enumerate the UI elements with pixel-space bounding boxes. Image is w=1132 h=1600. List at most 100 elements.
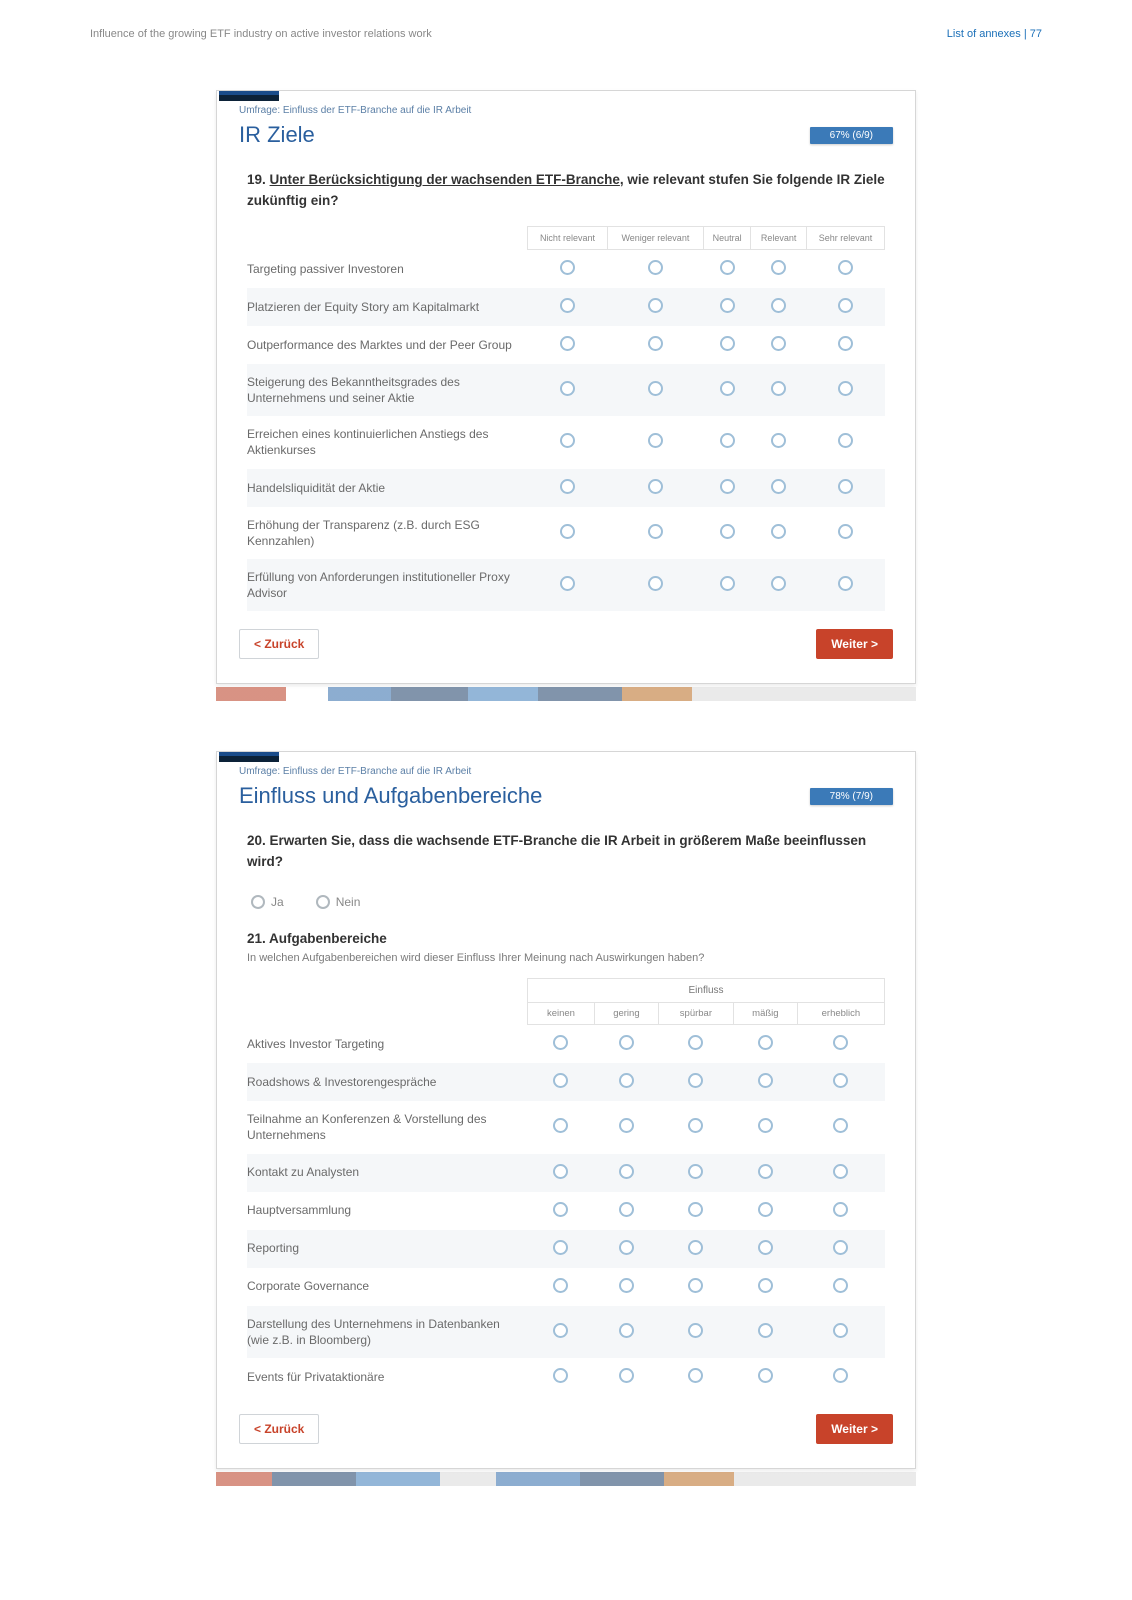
radio-cell[interactable] [797, 1063, 884, 1101]
radio-cell[interactable] [703, 469, 750, 507]
radio-cell[interactable] [806, 326, 884, 364]
radio-cell[interactable] [594, 1268, 658, 1306]
radio-cell[interactable] [733, 1268, 797, 1306]
radio-cell[interactable] [594, 1101, 658, 1153]
survey1-back-button[interactable]: < Zurück [239, 629, 319, 659]
radio-cell[interactable] [733, 1025, 797, 1064]
q21-title: 21. Aufgabenbereiche [247, 931, 885, 946]
radio-cell[interactable] [528, 249, 608, 288]
radio-cell[interactable] [594, 1192, 658, 1230]
radio-cell[interactable] [733, 1358, 797, 1396]
radio-cell[interactable] [607, 559, 703, 611]
radio-icon [838, 524, 853, 539]
radio-cell[interactable] [607, 326, 703, 364]
radio-cell[interactable] [528, 1230, 595, 1268]
radio-cell[interactable] [658, 1230, 733, 1268]
radio-cell[interactable] [733, 1154, 797, 1192]
radio-cell[interactable] [658, 1025, 733, 1064]
radio-cell[interactable] [658, 1306, 733, 1358]
radio-cell[interactable] [528, 288, 608, 326]
radio-cell[interactable] [733, 1063, 797, 1101]
row-label: Outperformance des Marktes und der Peer … [247, 326, 528, 364]
radio-cell[interactable] [797, 1101, 884, 1153]
radio-cell[interactable] [594, 1154, 658, 1192]
radio-cell[interactable] [751, 416, 807, 468]
radio-cell[interactable] [658, 1358, 733, 1396]
radio-cell[interactable] [607, 364, 703, 416]
q20-nein-option[interactable]: Nein [316, 895, 361, 909]
radio-cell[interactable] [658, 1192, 733, 1230]
radio-cell[interactable] [703, 288, 750, 326]
radio-cell[interactable] [658, 1154, 733, 1192]
radio-cell[interactable] [528, 364, 608, 416]
radio-cell[interactable] [751, 364, 807, 416]
radio-cell[interactable] [607, 469, 703, 507]
radio-cell[interactable] [594, 1230, 658, 1268]
radio-icon [833, 1202, 848, 1217]
radio-cell[interactable] [703, 364, 750, 416]
radio-cell[interactable] [703, 559, 750, 611]
radio-cell[interactable] [594, 1025, 658, 1064]
radio-cell[interactable] [797, 1230, 884, 1268]
radio-cell[interactable] [797, 1025, 884, 1064]
radio-cell[interactable] [797, 1154, 884, 1192]
radio-cell[interactable] [751, 249, 807, 288]
radio-cell[interactable] [797, 1192, 884, 1230]
radio-cell[interactable] [528, 1101, 595, 1153]
radio-cell[interactable] [806, 416, 884, 468]
row-label: Erhöhung der Transparenz (z.B. durch ESG… [247, 507, 528, 559]
radio-cell[interactable] [751, 469, 807, 507]
radio-cell[interactable] [607, 249, 703, 288]
radio-cell[interactable] [806, 249, 884, 288]
radio-cell[interactable] [594, 1063, 658, 1101]
q19-block: 19. Unter Berücksichtigung der wachsende… [217, 160, 915, 611]
radio-icon [560, 479, 575, 494]
radio-cell[interactable] [797, 1268, 884, 1306]
survey1-next-button[interactable]: Weiter > [816, 629, 893, 659]
radio-cell[interactable] [797, 1358, 884, 1396]
radio-cell[interactable] [703, 326, 750, 364]
radio-cell[interactable] [658, 1063, 733, 1101]
radio-cell[interactable] [751, 288, 807, 326]
radio-cell[interactable] [733, 1192, 797, 1230]
radio-cell[interactable] [806, 507, 884, 559]
radio-cell[interactable] [703, 249, 750, 288]
radio-cell[interactable] [528, 1192, 595, 1230]
survey2-next-button[interactable]: Weiter > [816, 1414, 893, 1444]
radio-cell[interactable] [528, 1154, 595, 1192]
radio-cell[interactable] [806, 559, 884, 611]
radio-cell[interactable] [733, 1230, 797, 1268]
radio-cell[interactable] [797, 1306, 884, 1358]
radio-cell[interactable] [806, 288, 884, 326]
radio-cell[interactable] [528, 559, 608, 611]
radio-cell[interactable] [751, 326, 807, 364]
radio-cell[interactable] [528, 416, 608, 468]
radio-cell[interactable] [658, 1101, 733, 1153]
radio-cell[interactable] [528, 469, 608, 507]
radio-cell[interactable] [806, 469, 884, 507]
radio-cell[interactable] [528, 1358, 595, 1396]
radio-cell[interactable] [703, 507, 750, 559]
radio-cell[interactable] [751, 559, 807, 611]
radio-cell[interactable] [594, 1306, 658, 1358]
radio-cell[interactable] [528, 326, 608, 364]
radio-cell[interactable] [528, 1306, 595, 1358]
radio-cell[interactable] [703, 416, 750, 468]
radio-cell[interactable] [806, 364, 884, 416]
radio-cell[interactable] [594, 1358, 658, 1396]
radio-cell[interactable] [528, 1268, 595, 1306]
radio-cell[interactable] [751, 507, 807, 559]
radio-cell[interactable] [607, 507, 703, 559]
radio-cell[interactable] [528, 1063, 595, 1101]
radio-icon [560, 576, 575, 591]
radio-cell[interactable] [607, 288, 703, 326]
survey2-back-button[interactable]: < Zurück [239, 1414, 319, 1444]
radio-cell[interactable] [733, 1306, 797, 1358]
q20-ja-option[interactable]: Ja [251, 895, 284, 909]
radio-cell[interactable] [528, 1025, 595, 1064]
radio-cell[interactable] [733, 1101, 797, 1153]
survey-wrap-1: Umfrage: Einfluss der ETF-Branche auf di… [216, 90, 916, 701]
radio-cell[interactable] [658, 1268, 733, 1306]
radio-cell[interactable] [528, 507, 608, 559]
radio-cell[interactable] [607, 416, 703, 468]
